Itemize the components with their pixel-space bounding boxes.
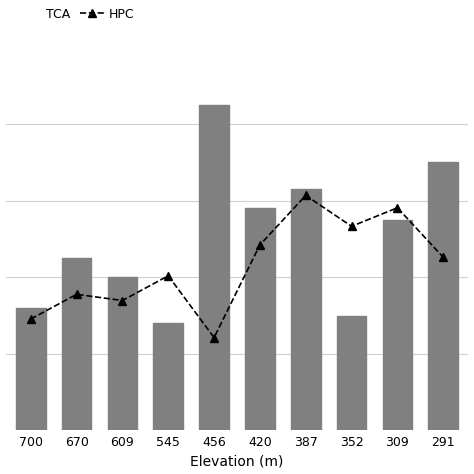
Legend: TCA, HPC: TCA, HPC: [12, 3, 139, 26]
Bar: [16, 308, 46, 430]
X-axis label: Elevation (m): Elevation (m): [191, 455, 283, 468]
Bar: [245, 209, 275, 430]
Bar: [199, 105, 229, 430]
Bar: [337, 316, 366, 430]
Bar: [428, 163, 458, 430]
Bar: [62, 258, 91, 430]
Bar: [291, 189, 320, 430]
Bar: [108, 277, 137, 430]
Bar: [383, 220, 412, 430]
Bar: [154, 323, 183, 430]
